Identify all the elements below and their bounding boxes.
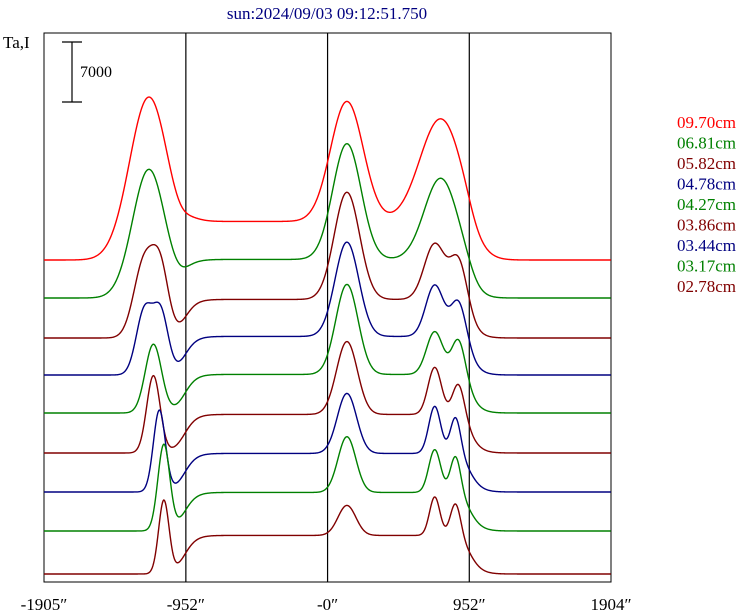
legend-entry-04.27cm: 04.27cm bbox=[677, 195, 736, 214]
trace-03.86cm bbox=[44, 340, 611, 454]
trace-06.81cm bbox=[44, 143, 611, 299]
legend-entry-03.86cm: 03.86cm bbox=[677, 216, 736, 235]
x-tick-label-2: -0″ bbox=[317, 595, 338, 614]
x-tick-label-4: 1904″ bbox=[590, 595, 631, 614]
legend-entry-09.70cm: 09.70cm bbox=[677, 113, 736, 132]
trace-04.78cm bbox=[44, 241, 611, 376]
trace-09.70cm bbox=[44, 96, 611, 261]
legend-entry-02.78cm: 02.78cm bbox=[677, 277, 736, 296]
legend-entry-05.82cm: 05.82cm bbox=[677, 154, 736, 173]
trace-04.27cm bbox=[44, 283, 611, 414]
scale-bar-label: 7000 bbox=[80, 64, 112, 81]
y-axis-label: Ta,I bbox=[3, 33, 30, 52]
legend-entry-04.78cm: 04.78cm bbox=[677, 175, 736, 194]
scale-bar bbox=[62, 41, 82, 103]
x-tick-label-1: -952″ bbox=[167, 595, 205, 614]
x-tick-label-3: 952″ bbox=[453, 595, 486, 614]
trace-03.17cm bbox=[44, 436, 611, 532]
legend-entry-03.44cm: 03.44cm bbox=[677, 236, 736, 255]
trace-02.78cm bbox=[44, 496, 611, 575]
trace-05.82cm bbox=[44, 191, 611, 339]
legend-entry-03.17cm: 03.17cm bbox=[677, 257, 736, 276]
chart-title: sun:2024/09/03 09:12:51.750 bbox=[227, 4, 427, 23]
trace-03.44cm bbox=[44, 392, 611, 493]
x-tick-label-0: -1905″ bbox=[21, 595, 68, 614]
legend-entry-06.81cm: 06.81cm bbox=[677, 134, 736, 153]
